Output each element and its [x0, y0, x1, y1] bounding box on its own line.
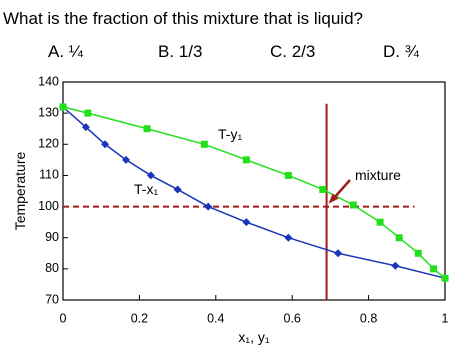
y-tick-label: 90 — [45, 230, 59, 244]
x-tick-label: 0.6 — [284, 311, 301, 325]
marker — [200, 140, 208, 148]
option: D. ¾ — [383, 42, 420, 61]
y-tick-label: 70 — [45, 292, 59, 306]
marker — [173, 185, 182, 194]
series-line — [62, 106, 446, 279]
marker — [349, 201, 357, 209]
x-tick-label: 1 — [442, 311, 449, 325]
option: A. ¼ — [48, 42, 84, 61]
marker — [101, 140, 110, 149]
y-tick-label: 110 — [39, 168, 59, 182]
x-tick-label: 0.4 — [207, 311, 224, 325]
marker — [395, 234, 403, 242]
marker — [284, 171, 292, 179]
marker — [441, 274, 449, 282]
marker — [319, 185, 327, 193]
marker — [143, 125, 151, 133]
marker — [284, 233, 293, 242]
y-tick-label: 120 — [38, 137, 59, 151]
marker — [59, 103, 67, 111]
marker — [334, 249, 343, 258]
marker — [242, 156, 250, 164]
marker — [414, 249, 422, 257]
marker — [146, 171, 155, 180]
marker — [84, 109, 92, 117]
marker — [242, 218, 251, 227]
y-axis-label: Temperature — [12, 151, 28, 230]
y-tick-label: 140 — [38, 74, 59, 88]
series-label: T-y₁ — [218, 126, 242, 142]
question: What is the fraction of this mixture tha… — [3, 9, 363, 28]
series-line — [62, 106, 446, 279]
options: A. ¼ B. 1/3 C. 2/3 D. ¾ — [48, 42, 420, 61]
marker — [122, 155, 131, 164]
x-tick-label: 0.8 — [360, 311, 377, 325]
y-tick-label: 100 — [38, 199, 59, 213]
arrow-head — [328, 193, 339, 204]
y-tick-label: 80 — [45, 261, 59, 275]
chart: 70 80 90 100 110 120 130 140 0 0.2 0.4 0.6 0.8 1 x₁, y… — [12, 74, 449, 345]
y-tick-label: 130 — [38, 105, 59, 119]
x-tick-label: 0 — [60, 311, 67, 325]
marker — [430, 265, 438, 273]
series-label: T-x₁ — [134, 181, 158, 197]
marker — [376, 218, 384, 226]
annotation: mixture — [355, 167, 401, 183]
marker — [391, 261, 400, 270]
x-tick-label: 0.2 — [131, 311, 148, 325]
marker — [204, 202, 213, 211]
x-axis-label: x₁, y₁ — [238, 329, 270, 345]
marker — [81, 123, 90, 132]
option: C. 2/3 — [270, 42, 315, 61]
plot-frame — [62, 81, 446, 301]
option: B. 1/3 — [158, 42, 202, 61]
